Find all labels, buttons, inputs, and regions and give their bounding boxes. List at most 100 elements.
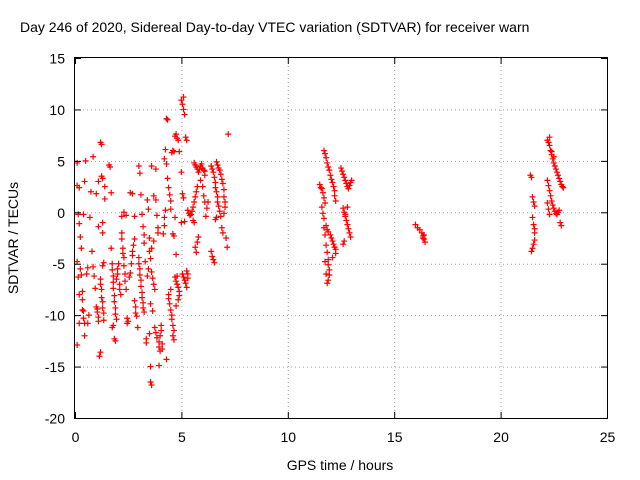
data-point	[348, 177, 355, 184]
data-point	[109, 266, 116, 273]
data-point	[174, 281, 181, 288]
data-point	[137, 191, 144, 198]
data-point	[110, 322, 117, 329]
data-point	[181, 218, 188, 225]
data-point	[158, 327, 165, 334]
data-point	[159, 346, 166, 353]
data-point	[180, 94, 187, 101]
data-point	[318, 204, 325, 211]
data-point	[222, 204, 229, 211]
data-point	[319, 189, 326, 196]
data-point	[148, 163, 155, 169]
data-point	[220, 186, 227, 193]
data-point	[323, 271, 330, 277]
data-point	[148, 382, 155, 389]
data-point	[135, 260, 142, 267]
data-point	[559, 183, 566, 190]
data-point	[530, 221, 537, 228]
data-point	[211, 174, 218, 181]
data-point	[201, 199, 208, 205]
data-point	[148, 245, 155, 252]
data-point	[320, 194, 327, 201]
data-point	[120, 254, 127, 261]
data-point	[118, 213, 125, 220]
y-tick-label: 15	[49, 51, 65, 67]
data-point	[118, 229, 125, 236]
data-point	[214, 199, 221, 205]
axis-ticks	[74, 57, 608, 419]
data-point	[217, 171, 224, 178]
data-point	[343, 180, 350, 187]
data-point	[173, 251, 180, 258]
data-point	[153, 212, 160, 219]
y-tick-label: 10	[49, 102, 65, 118]
x-tick-label: 20	[493, 429, 509, 445]
data-point	[175, 296, 182, 303]
data-point	[120, 262, 127, 269]
data-point	[179, 101, 186, 108]
data-point	[173, 278, 180, 285]
data-point	[412, 221, 419, 228]
data-point	[323, 222, 330, 229]
data-point	[74, 341, 81, 348]
data-point	[169, 147, 176, 154]
data-point	[530, 241, 537, 248]
data-point	[325, 164, 332, 171]
data-point	[327, 231, 334, 238]
data-point	[78, 245, 85, 252]
data-point	[87, 188, 94, 195]
data-point	[145, 206, 152, 213]
data-point	[330, 241, 337, 248]
data-point	[194, 183, 201, 190]
data-point	[329, 238, 336, 245]
data-point	[76, 291, 83, 298]
data-point	[547, 147, 554, 154]
data-point	[84, 264, 91, 271]
data-point	[133, 313, 140, 320]
data-point	[99, 229, 106, 236]
chart-title: Day 246 of 2020, Sidereal Day-to-day VTE…	[20, 19, 529, 35]
data-point	[129, 248, 136, 255]
data-point	[97, 276, 104, 283]
data-point	[212, 179, 219, 186]
data-point	[324, 159, 331, 166]
data-point	[150, 238, 157, 245]
data-point	[544, 200, 551, 207]
data-point	[318, 185, 325, 192]
data-points	[74, 94, 567, 389]
data-point	[556, 175, 563, 182]
data-point	[322, 231, 329, 238]
data-point	[82, 157, 89, 164]
data-point	[208, 248, 215, 255]
data-point	[156, 344, 163, 351]
data-point	[346, 229, 353, 236]
data-point	[179, 271, 186, 277]
data-point	[101, 195, 108, 202]
data-point	[419, 235, 426, 241]
data-point	[85, 312, 92, 319]
data-point	[220, 210, 227, 217]
data-point	[555, 172, 562, 179]
data-point	[552, 166, 559, 173]
data-point	[116, 281, 123, 288]
data-point	[176, 148, 183, 155]
data-point	[93, 190, 100, 197]
data-point	[325, 256, 332, 263]
data-point	[124, 315, 131, 322]
data-point	[127, 269, 134, 276]
data-point	[178, 169, 185, 176]
data-point	[326, 167, 333, 174]
data-point	[147, 363, 154, 370]
y-axis-label: SDTVAR / TECUs	[5, 182, 21, 294]
data-point	[325, 277, 332, 284]
data-point	[114, 271, 121, 277]
plot-frame	[74, 57, 608, 419]
data-point	[214, 193, 221, 200]
data-point	[140, 299, 147, 306]
data-point	[166, 191, 173, 198]
data-point	[98, 286, 105, 293]
data-point	[76, 220, 83, 227]
data-point	[116, 286, 123, 293]
data-point	[189, 208, 196, 215]
